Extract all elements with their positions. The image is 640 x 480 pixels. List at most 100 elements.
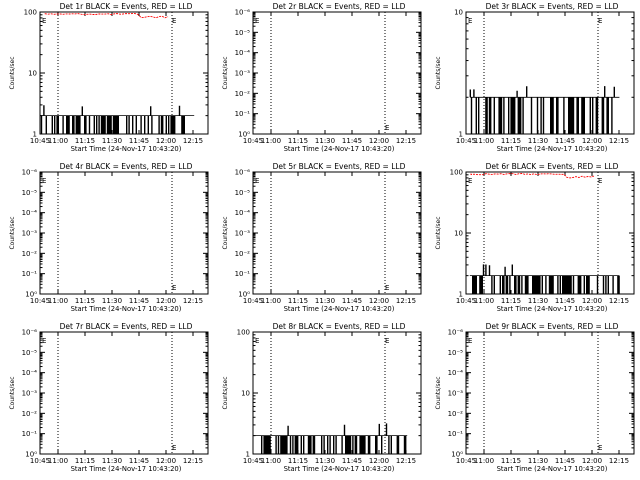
x-tick-label: 11:30 <box>315 137 335 145</box>
panel-det-7: Det 7r BLACK = Events, RED = LLD10:4511:… <box>9 322 209 473</box>
y-tick-label: 100 <box>450 169 463 177</box>
y-tick-label: 10 <box>241 390 250 398</box>
x-tick-label: 12:00 <box>582 137 602 145</box>
x-tick-label: 10:45 <box>30 297 50 305</box>
panel-det-6: Det 6r BLACK = Events, RED = LLD10:4511:… <box>435 162 635 313</box>
edge-marker-left: E <box>42 17 46 25</box>
y-tick-label: 10⁻² <box>235 90 251 98</box>
x-tick-label: 11:30 <box>315 297 335 305</box>
x-tick-label: 11:00 <box>261 297 281 305</box>
x-tick-label: 12:00 <box>582 297 602 305</box>
edge-marker-right: E <box>598 177 602 185</box>
y-tick-label: 10⁻⁶ <box>235 169 251 177</box>
x-tick-label: 10:45 <box>243 137 263 145</box>
y-tick-label: 10⁻⁵ <box>22 349 38 357</box>
panel-det-2: Det 2r BLACK = Events, RED = LLD 10:45 11:… <box>222 2 422 153</box>
x-tick-label: 12:00 <box>369 137 389 145</box>
plot-frame <box>39 331 209 455</box>
y-tick-label: 10⁰ <box>451 451 463 459</box>
edge-marker-right: E <box>172 17 176 25</box>
y-tick-label: 10 <box>454 230 463 238</box>
x-tick-label: 12:15 <box>396 457 416 465</box>
x-tick-label: 11:45 <box>342 457 362 465</box>
y-tick-label: 10⁻⁶ <box>448 329 464 337</box>
y-tick-label: 10⁻³ <box>22 230 38 238</box>
plot-frame <box>252 171 422 295</box>
x-tick-label: 11:45 <box>342 297 362 305</box>
lld-series-line <box>44 13 169 19</box>
panel-det-9: Det 9r BLACK = Events, RED = LLD 10:45 11:… <box>435 322 635 473</box>
y-tick-label: 10⁰ <box>25 451 37 459</box>
panel-title: Det 2r BLACK = Events, RED = LLD <box>273 2 406 11</box>
lld-series-line <box>470 173 595 179</box>
x-tick-label: 12:00 <box>369 457 389 465</box>
x-tick-label: 12:15 <box>609 297 629 305</box>
y-axis-label: Counts/sec <box>9 376 16 409</box>
x-tick-label: 11:45 <box>342 137 362 145</box>
x-axis-label: Start Time (24-Nov-17 10:43:20) <box>497 145 608 153</box>
panel-det-4: Det 4r BLACK = Events, RED = LLD10:4511:… <box>9 162 209 313</box>
x-axis-label: Start Time (24-Nov-17 10:43:20) <box>71 305 182 313</box>
panel-title: Det 1r BLACK = Events, RED = LLD <box>60 2 193 11</box>
y-tick-label: 10⁻⁴ <box>448 369 464 377</box>
edge-marker-left: E <box>255 17 259 25</box>
panel-title: Det 9r BLACK = Events, RED = LLD <box>486 322 619 331</box>
x-tick-label: 11:45 <box>555 137 575 145</box>
y-axis-label: Counts/sec <box>435 216 442 249</box>
y-tick-label: 10⁻⁶ <box>22 169 38 177</box>
x-tick-label: 11:00 <box>48 137 68 145</box>
y-tick-label: 1 <box>246 451 250 459</box>
x-tick-label: 11:45 <box>129 137 149 145</box>
edge-marker-left: E <box>42 177 46 185</box>
x-axis-label: Start Time (24-Nov-17 10:43:20) <box>71 465 182 473</box>
events-series-line <box>469 86 620 135</box>
y-tick-label: 10⁻⁴ <box>22 369 38 377</box>
y-tick-label: 10⁻² <box>448 410 464 418</box>
edge-marker-left: E <box>468 177 472 185</box>
y-axis-label: Counts/sec <box>222 56 229 89</box>
panel-title: Det 6r BLACK = Events, RED = LLD <box>486 162 619 171</box>
x-axis-label: Start Time (24-Nov-17 10:43:20) <box>71 145 182 153</box>
y-tick-label: 10⁰ <box>238 131 250 139</box>
x-tick-label: 11:15 <box>288 297 308 305</box>
y-tick-label: 10⁻³ <box>235 230 251 238</box>
x-tick-label: 11:15 <box>288 457 308 465</box>
y-tick-label: 100 <box>237 329 250 337</box>
x-tick-label: 11:45 <box>129 457 149 465</box>
panel-det-3: Det 3r BLACK = Events, RED = LLD 10:45 11:… <box>435 2 635 153</box>
x-tick-label: 10:45 <box>30 457 50 465</box>
edge-marker-right: E <box>385 284 389 292</box>
x-axis-label: Start Time (24-Nov-17 10:43:20) <box>284 465 395 473</box>
x-tick-label: 12:15 <box>183 137 203 145</box>
x-tick-label: 12:15 <box>396 137 416 145</box>
y-tick-label: 10⁰ <box>25 291 37 299</box>
y-tick-label: 10⁻¹ <box>448 430 464 438</box>
y-tick-label: 10⁻⁵ <box>448 349 464 357</box>
y-tick-label: 10⁻¹ <box>22 270 38 278</box>
x-tick-label: 11:15 <box>501 457 521 465</box>
y-tick-label: 10⁻³ <box>235 70 251 78</box>
x-tick-label: 11:15 <box>288 137 308 145</box>
panel-title: Det 3r BLACK = Events, RED = LLD <box>486 2 619 11</box>
x-axis-label: Start Time (24-Nov-17 10:43:20) <box>284 145 395 153</box>
y-axis-label: Counts/sec <box>9 216 16 249</box>
x-tick-label: 11:15 <box>501 297 521 305</box>
y-tick-label: 10 <box>454 9 463 17</box>
edge-marker-left: E <box>468 337 472 345</box>
y-axis-label: Counts/sec <box>435 376 442 409</box>
edge-marker-left: E <box>468 17 472 25</box>
y-tick-label: 10⁻⁴ <box>22 209 38 217</box>
y-axis-label: Counts/sec <box>9 56 16 89</box>
x-tick-label: 12:00 <box>369 297 389 305</box>
x-tick-label: 10:45 <box>456 457 476 465</box>
x-tick-label: 11:15 <box>75 457 95 465</box>
x-tick-label: 11:15 <box>75 297 95 305</box>
edge-marker-right: E <box>598 444 602 452</box>
x-tick-label: 10:45 <box>456 137 476 145</box>
y-tick-label: 1 <box>33 131 37 139</box>
y-tick-label: 10⁻⁵ <box>235 29 251 37</box>
y-tick-label: 10⁻⁶ <box>22 329 38 337</box>
y-axis-label: Counts/sec <box>435 56 442 89</box>
